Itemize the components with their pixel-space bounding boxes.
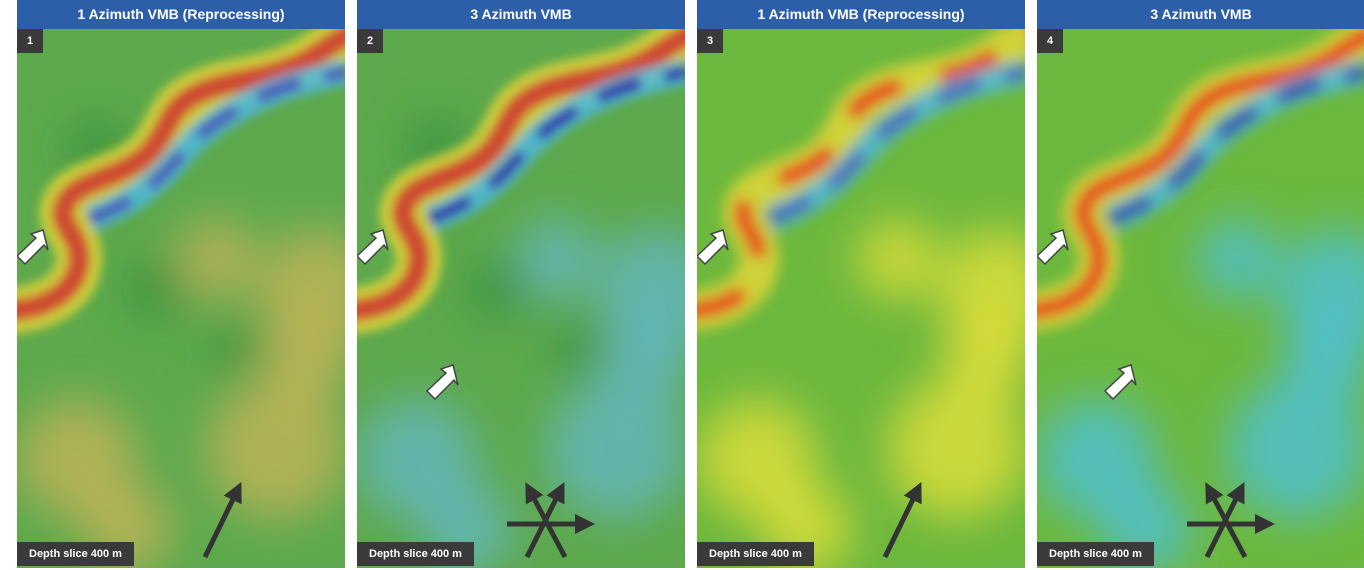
panel-caption: Depth slice 400 m <box>17 542 134 566</box>
channel <box>697 29 1025 331</box>
azimuth-arrow <box>882 482 922 559</box>
patch <box>262 314 345 404</box>
patch <box>1227 379 1364 519</box>
azimuth-arrow <box>1205 482 1248 559</box>
panel-caption: Depth slice 400 m <box>697 542 814 566</box>
panel-number: 2 <box>357 29 383 53</box>
seismic-image <box>1037 29 1364 568</box>
azimuth-arrow <box>524 482 565 559</box>
panel-number: 3 <box>697 29 723 53</box>
patch <box>1282 314 1364 404</box>
channel-blue <box>426 65 685 225</box>
panel: 3 Azimuth VMB 2 Depth slice 400 m <box>357 0 685 568</box>
panel-title: 1 Azimuth VMB (Reprocessing) <box>17 0 345 29</box>
panel-caption: Depth slice 400 m <box>1037 542 1154 566</box>
patch <box>547 379 685 519</box>
patch <box>857 219 937 299</box>
panel-title: 3 Azimuth VMB <box>357 0 685 29</box>
panel: 1 Azimuth VMB (Reprocessing) 3 Depth slice… <box>697 0 1025 568</box>
patch <box>517 219 597 299</box>
patch <box>212 324 262 374</box>
patches <box>697 219 1025 568</box>
channel-red <box>17 29 345 322</box>
white-arrow <box>697 229 729 266</box>
channel-red <box>357 29 685 322</box>
white-arrow <box>425 364 459 401</box>
patches <box>1037 219 1364 568</box>
panel-caption: Depth slice 400 m <box>357 542 474 566</box>
white-arrow <box>357 229 389 266</box>
white-arrow <box>1037 229 1069 266</box>
channel <box>1037 29 1364 331</box>
white-arrow <box>17 229 49 266</box>
azimuth-arrow <box>525 482 568 559</box>
channel-red <box>697 29 1025 319</box>
channel-blue <box>766 65 1025 225</box>
patch <box>552 324 602 374</box>
panel-title: 1 Azimuth VMB (Reprocessing) <box>697 0 1025 29</box>
patch <box>127 259 187 319</box>
panel: 3 Azimuth VMB 4 Depth slice 400 m <box>1037 0 1364 568</box>
seismic-image <box>357 29 685 568</box>
panel-number: 4 <box>1037 29 1063 53</box>
azimuth-arrow <box>202 482 242 559</box>
patch <box>942 314 1025 404</box>
patches <box>357 119 685 568</box>
channel <box>357 29 685 334</box>
channel <box>17 29 345 334</box>
channel-blue <box>1106 65 1364 225</box>
panel-title: 3 Azimuth VMB <box>1037 0 1364 29</box>
white-arrow <box>1103 364 1137 401</box>
seismic-image <box>697 29 1025 568</box>
channel-red <box>1037 29 1364 319</box>
panel: 1 Azimuth VMB (Reprocessing) 1 Depth slice… <box>17 0 345 568</box>
seismic-image <box>17 29 345 568</box>
patch <box>1197 219 1277 299</box>
patch <box>467 259 527 319</box>
patch <box>177 219 257 299</box>
patch <box>602 314 685 404</box>
channel-blue <box>86 65 345 225</box>
panel-number: 1 <box>17 29 43 53</box>
azimuth-arrow <box>1204 482 1245 559</box>
